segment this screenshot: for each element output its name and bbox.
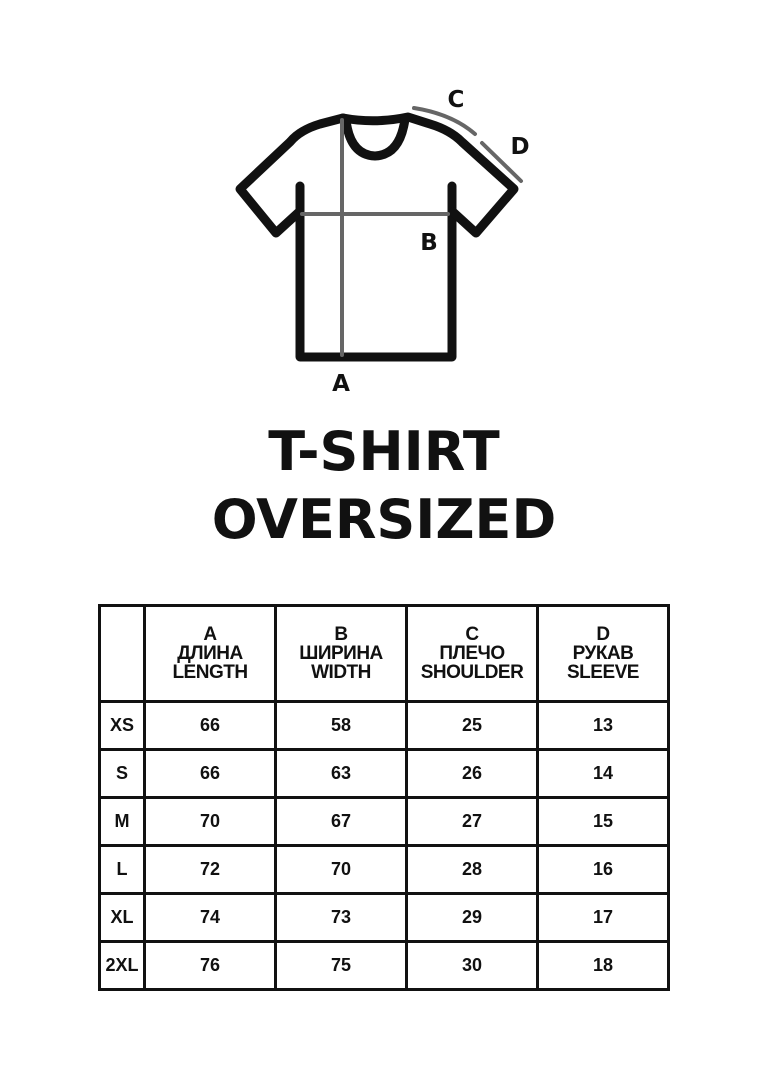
value-cell: 16 [536,844,670,895]
title-line-2: OVERSIZED [211,488,557,551]
value-cell: 15 [536,796,670,847]
header-length: A ДЛИНА LENGTH [143,604,277,703]
value-cell: 13 [536,700,670,751]
label-a: A [332,371,350,397]
value-cell: 66 [143,748,277,799]
value-cell: 30 [405,940,539,991]
value-cell: 76 [143,940,277,991]
value-cell: 28 [405,844,539,895]
header-corner-cell [98,604,146,703]
value-cell: 73 [274,892,408,943]
value-cell: 29 [405,892,539,943]
header-letter: A [203,624,217,645]
value-cell: 70 [274,844,408,895]
size-cell: XS [98,700,146,751]
value-cell: 25 [405,700,539,751]
table-row: M 70 67 27 15 [98,796,670,847]
label-b: B [420,230,438,256]
value-cell: 26 [405,748,539,799]
header-width: B ШИРИНА WIDTH [274,604,408,703]
size-cell: M [98,796,146,847]
table-row: XS 66 58 25 13 [98,700,670,751]
label-c: C [448,87,465,113]
value-cell: 67 [274,796,408,847]
table-row: L 72 70 28 16 [98,844,670,895]
measure-lines [300,106,523,357]
size-cell: S [98,748,146,799]
header-ru: ДЛИНА [177,643,243,664]
value-cell: 27 [405,796,539,847]
value-cell: 63 [274,748,408,799]
value-cell: 66 [143,700,277,751]
header-ru: ПЛЕЧО [439,643,505,664]
tshirt-outline [235,112,519,362]
table-header-row: A ДЛИНА LENGTH B ШИРИНА WIDTH C ПЛЕЧО SHOULDER… [98,604,670,703]
value-cell: 58 [274,700,408,751]
table-row: S 66 63 26 14 [98,748,670,799]
measure-line-d [480,141,523,183]
header-en: SHOULDER [420,662,524,683]
header-sleeve: D РУКАВ SLEEVE [536,604,670,703]
size-cell: L [98,844,146,895]
size-table: A ДЛИНА LENGTH B ШИРИНА WIDTH C ПЛЕЧО SHOULDER… [98,604,670,991]
label-d: D [510,134,529,160]
header-en: WIDTH [311,662,371,683]
header-letter: D [596,624,610,645]
title-line-1: T-SHIRT [268,420,500,483]
value-cell: 18 [536,940,670,991]
value-cell: 14 [536,748,670,799]
value-cell: 72 [143,844,277,895]
header-en: LENGTH [172,662,248,683]
header-shoulder: C ПЛЕЧО SHOULDER [405,604,539,703]
measure-line-c [412,106,477,136]
value-cell: 74 [143,892,277,943]
value-cell: 17 [536,892,670,943]
header-en: SLEEVE [567,662,639,683]
size-cell: 2XL [98,940,146,991]
value-cell: 75 [274,940,408,991]
header-letter: C [465,624,479,645]
header-ru: ШИРИНА [299,643,383,664]
size-cell: XL [98,892,146,943]
header-letter: B [334,624,348,645]
table-row: XL 74 73 29 17 [98,892,670,943]
table-row: 2XL 76 75 30 18 [98,940,670,991]
value-cell: 70 [143,796,277,847]
tshirt-measurement-diagram: A B C D [235,87,530,397]
header-ru: РУКАВ [572,643,634,664]
